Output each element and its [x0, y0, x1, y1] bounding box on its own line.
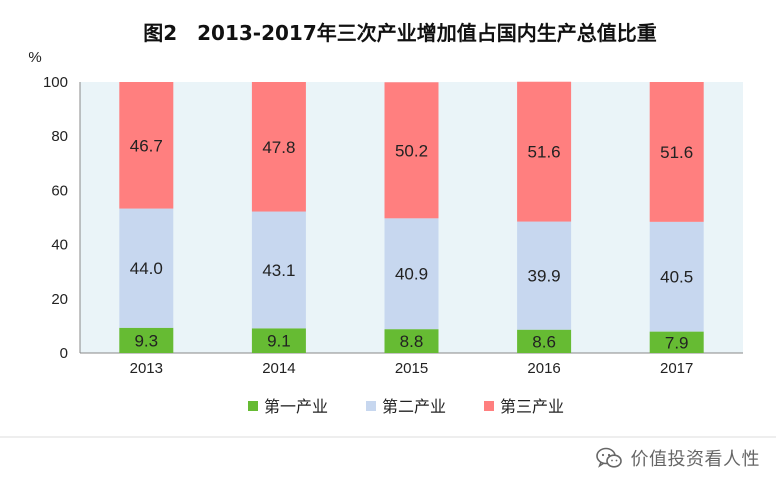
x-tick-label: 2014 [262, 360, 295, 377]
bar-value-label: 9.3 [134, 331, 158, 350]
bar-segment [251, 82, 306, 212]
y-tick-label: 100 [43, 74, 68, 91]
bar-value-label: 47.8 [262, 138, 295, 157]
y-tick-label: 40 [51, 237, 68, 254]
watermark: 价值投资看人性 [595, 445, 761, 471]
bar-segment [119, 208, 174, 328]
bar-value-label: 51.6 [660, 143, 693, 162]
legend-swatch [366, 401, 376, 411]
bar-value-label: 51.6 [528, 143, 561, 162]
bar-value-label: 44.0 [130, 259, 163, 278]
watermark-text: 价值投资看人性 [630, 449, 760, 470]
x-tick-label: 2013 [130, 360, 163, 377]
bar-value-label: 40.5 [660, 268, 693, 287]
bar-segment [384, 82, 439, 219]
bar-value-label: 9.1 [267, 332, 291, 351]
bar-segment [119, 82, 174, 209]
bar-segment [649, 331, 704, 353]
bar-value-label: 8.6 [532, 332, 556, 351]
bar-segment [517, 221, 572, 330]
bar-value-label: 43.1 [262, 261, 295, 280]
bar-value-label: 8.8 [400, 332, 424, 351]
bar-group: 9.3 44.0 46.7 9.1 43.1 47.8 8.8 40.9 50.2 8.6 39.9… [119, 81, 704, 353]
y-tick-label: 60 [51, 182, 68, 199]
x-tick-label: 2017 [660, 360, 693, 377]
bar-segment [517, 81, 572, 222]
legend-swatch [484, 401, 494, 411]
legend-label: 第二产业 [382, 397, 446, 416]
bar-value-label: 50.2 [395, 141, 428, 160]
bar-value-label: 46.7 [130, 136, 163, 155]
x-tick-label: 2015 [395, 360, 428, 377]
bar-segment [384, 218, 439, 330]
chart-title: 图2 2013-2017年三次产业增加值占国内生产总值比重 [143, 21, 657, 45]
bar-value-label: 40.9 [395, 265, 428, 284]
legend: 第一产业 第二产业 第三产业 [248, 397, 564, 416]
y-tick-label: 20 [51, 291, 68, 308]
legend-label: 第三产业 [500, 397, 564, 416]
bar-segment [649, 82, 704, 222]
x-tick-label: 2016 [527, 360, 560, 377]
y-tick-group: 0 20 40 60 80 100 [43, 74, 68, 362]
legend-swatch [248, 401, 258, 411]
bar-segment [119, 327, 174, 353]
bar-segment [649, 221, 704, 332]
y-tick-label: 0 [60, 345, 68, 362]
bar-value-label: 39.9 [528, 267, 561, 286]
y-tick-label: 80 [51, 128, 68, 145]
bar-segment [251, 211, 306, 329]
x-tick-group: 2013 2014 2015 2016 2017 [130, 360, 694, 377]
bar-value-label: 7.9 [665, 333, 689, 352]
wechat-icon [595, 447, 622, 468]
bar-segment [251, 328, 306, 353]
bar-segment [384, 329, 439, 353]
legend-label: 第一产业 [264, 397, 328, 416]
y-axis-unit-label: % [28, 49, 41, 66]
bar-segment [517, 329, 572, 353]
